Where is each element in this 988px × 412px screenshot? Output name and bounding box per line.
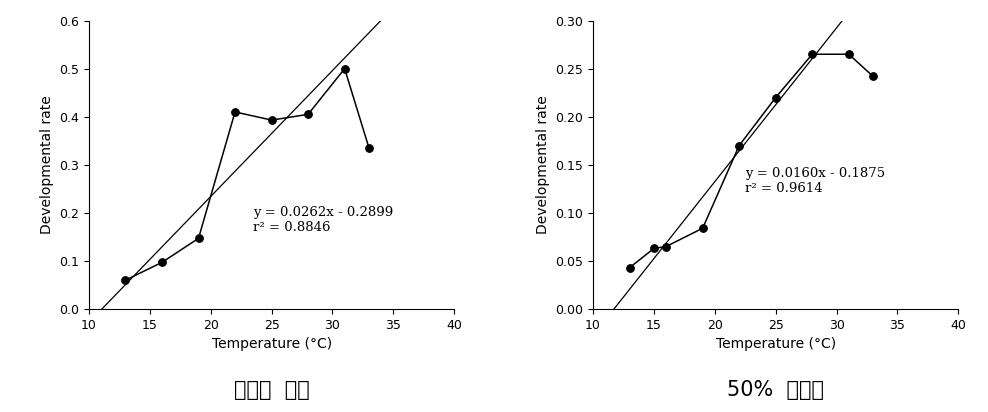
- Text: y = 0.0262x - 0.2899
r² = 0.8846: y = 0.0262x - 0.2899 r² = 0.8846: [253, 206, 393, 234]
- Y-axis label: Developmental rate: Developmental rate: [40, 96, 53, 234]
- Text: y = 0.0160x - 0.1875
r² = 0.9614: y = 0.0160x - 0.1875 r² = 0.9614: [745, 167, 885, 195]
- X-axis label: Temperature (°C): Temperature (°C): [715, 337, 836, 351]
- X-axis label: Temperature (°C): Temperature (°C): [211, 337, 332, 351]
- Text: 50%  산란일: 50% 산란일: [727, 379, 824, 400]
- Text: 산란전  기간: 산란전 기간: [234, 379, 309, 400]
- Y-axis label: Developmental rate: Developmental rate: [535, 96, 549, 234]
